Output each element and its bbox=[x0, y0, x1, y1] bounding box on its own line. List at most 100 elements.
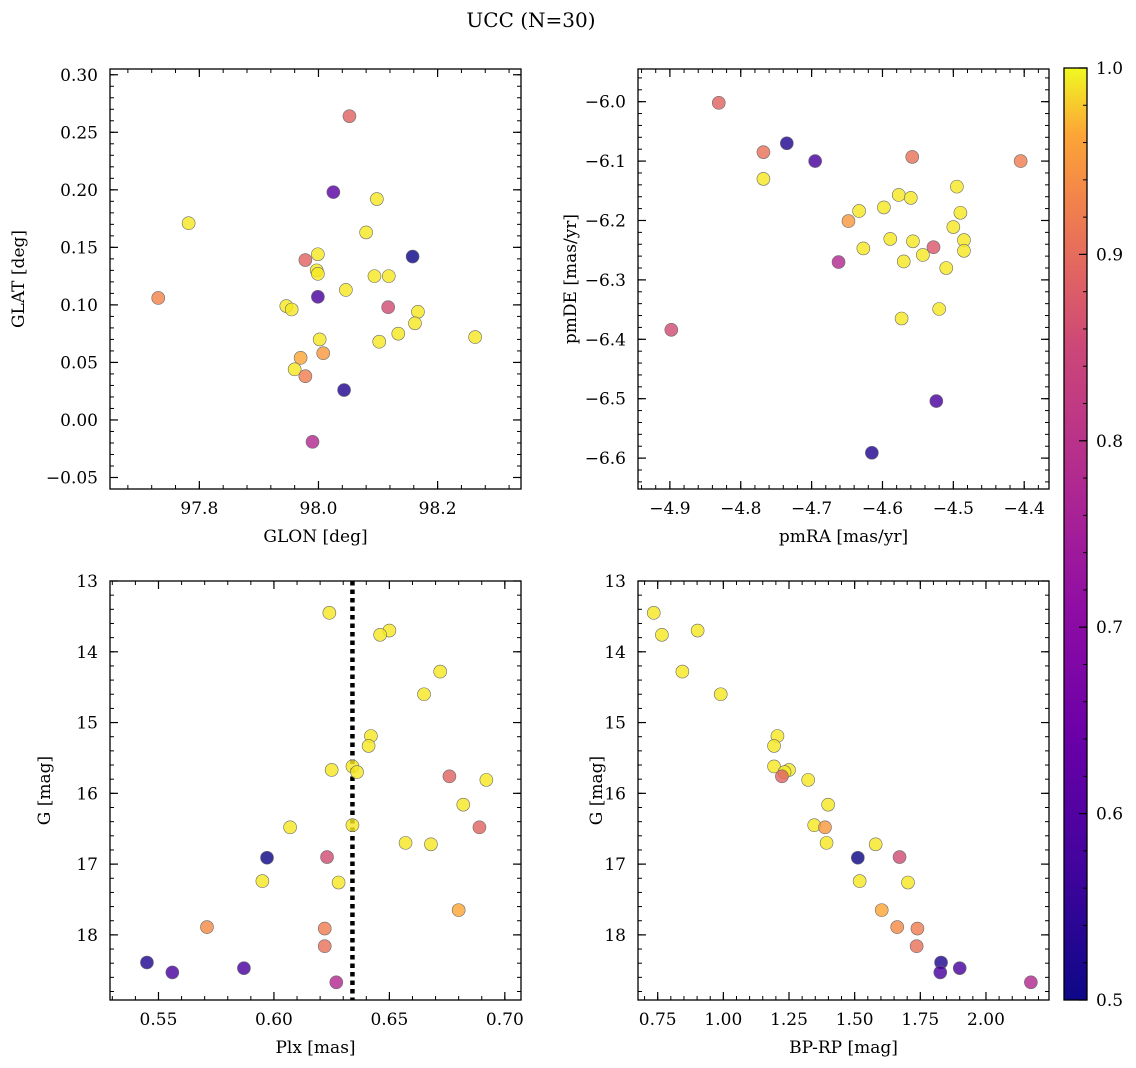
y-axis-label: G [mag] bbox=[35, 756, 55, 825]
axes-frame bbox=[109, 580, 522, 1001]
scatter-point bbox=[675, 664, 690, 679]
scatter-point bbox=[904, 191, 918, 205]
y-tick-label: 13 bbox=[76, 572, 98, 592]
y-axis-label: GLAT [deg] bbox=[9, 230, 29, 328]
scatter-point bbox=[851, 850, 865, 865]
scatter-point bbox=[664, 322, 679, 337]
scatter-point bbox=[1013, 154, 1028, 168]
scatter-point bbox=[391, 326, 406, 341]
scatter-point bbox=[821, 797, 835, 812]
y-tick-label: 0.30 bbox=[60, 66, 98, 86]
x-axis-label: Plx [mas] bbox=[275, 1038, 355, 1058]
y-tick-label: 0.10 bbox=[60, 296, 98, 316]
x-tick-label: 1.00 bbox=[704, 1010, 742, 1030]
scatter-point bbox=[140, 955, 154, 970]
x-tick-label: 0.75 bbox=[639, 1010, 677, 1030]
x-tick-label: 0.60 bbox=[255, 1010, 293, 1030]
scatter-point bbox=[284, 302, 299, 317]
scatter-point bbox=[646, 606, 661, 620]
scatter-point bbox=[468, 330, 482, 344]
scatter-point bbox=[841, 214, 856, 228]
x-tick-label: −4.6 bbox=[862, 499, 903, 519]
y-tick-label: 15 bbox=[604, 714, 626, 734]
y-tick-label: 14 bbox=[604, 643, 626, 663]
y-tick-label: 18 bbox=[76, 926, 98, 946]
scatter-point bbox=[957, 243, 971, 258]
scatter-point bbox=[901, 875, 915, 890]
y-tick-label: −6.3 bbox=[585, 271, 626, 291]
scatter-point bbox=[322, 606, 337, 620]
y-tick-label: 0.20 bbox=[60, 181, 98, 201]
y-tick-label: −0.05 bbox=[46, 468, 98, 488]
scatter-point bbox=[372, 334, 387, 349]
y-tick-label: 17 bbox=[604, 855, 626, 875]
colorbar: 0.5 0.6 0.7 0.8 0.9 1.0 bbox=[1063, 59, 1123, 1011]
scatter-point bbox=[316, 346, 331, 361]
scatter-points bbox=[140, 606, 494, 990]
colorbar-tick-label: 0.6 bbox=[1096, 805, 1123, 825]
scatter-point bbox=[818, 820, 832, 835]
scatter-points bbox=[151, 109, 482, 449]
scatter-point bbox=[883, 232, 898, 246]
scatter-point bbox=[345, 818, 360, 832]
axis-ticks: −4.9 −4.8 −4.7 −4.6 −4.5 −4.4 −6.6 −6.5 −6.4 −6.3… bbox=[585, 69, 1049, 519]
x-tick-label: 0.65 bbox=[370, 1010, 408, 1030]
y-tick-label: 16 bbox=[604, 784, 626, 804]
x-tick-label: −4.4 bbox=[1004, 499, 1045, 519]
colorbar-gradient bbox=[1064, 68, 1087, 1000]
scatter-point bbox=[1024, 975, 1038, 990]
scatter-point bbox=[424, 837, 438, 852]
scatter-point bbox=[852, 204, 866, 218]
scatter-point bbox=[370, 192, 384, 206]
scatter-point bbox=[433, 664, 447, 679]
x-tick-label: 97.8 bbox=[180, 499, 218, 519]
scatter-point bbox=[952, 961, 967, 975]
scatter-point bbox=[411, 304, 425, 319]
scatter-point bbox=[451, 903, 466, 917]
scatter-point bbox=[852, 874, 867, 888]
scatter-point bbox=[255, 874, 270, 888]
y-tick-label: −6.4 bbox=[585, 330, 626, 350]
x-tick-label: 1.75 bbox=[901, 1010, 939, 1030]
scatter-point bbox=[329, 975, 344, 990]
scatter-point bbox=[305, 435, 320, 449]
scatter-point bbox=[398, 836, 413, 850]
scatter-point bbox=[894, 311, 909, 326]
scatter-point bbox=[868, 837, 883, 852]
scatter-point bbox=[311, 247, 325, 262]
y-tick-label: −6.6 bbox=[585, 449, 626, 469]
x-axis-label: pmRA [mas/yr] bbox=[779, 527, 908, 547]
x-tick-label: 0.55 bbox=[140, 1010, 178, 1030]
y-tick-label: −6.5 bbox=[585, 390, 626, 410]
scatter-point bbox=[260, 850, 274, 865]
y-tick-label: 18 bbox=[604, 926, 626, 946]
x-axis-label: GLON [deg] bbox=[263, 527, 367, 547]
scatter-point bbox=[906, 234, 920, 249]
y-tick-label: −6.2 bbox=[585, 211, 626, 231]
panel-glon-glat: 97.8 98.0 98.2 −0.05 0.00 0.05 0.10 0.15 0.20 0.2… bbox=[9, 66, 522, 547]
x-tick-label: 0.70 bbox=[486, 1010, 524, 1030]
y-tick-label: 0.00 bbox=[60, 411, 98, 431]
colorbar-tick-label: 0.7 bbox=[1096, 618, 1123, 638]
colorbar-tick-label: 1.0 bbox=[1096, 59, 1123, 79]
scatter-point bbox=[926, 240, 941, 255]
scatter-point bbox=[690, 623, 705, 638]
panel-cmd: 0.75 1.00 1.25 1.50 1.75 2.00 13 14 15 16 17 18 BP-R… bbox=[587, 572, 1050, 1058]
scatter-point bbox=[711, 96, 726, 110]
scatter-point bbox=[237, 961, 251, 975]
scatter-point bbox=[713, 687, 728, 702]
scatter-point bbox=[359, 225, 373, 240]
scatter-point bbox=[324, 763, 339, 777]
scatter-point bbox=[350, 765, 364, 779]
scatter-point bbox=[946, 220, 961, 234]
y-tick-label: −6.0 bbox=[585, 93, 626, 113]
scatter-point bbox=[367, 269, 382, 283]
scatter-point bbox=[756, 145, 771, 159]
panel-plx-g: 0.55 0.60 0.65 0.70 13 14 15 16 17 18 Plx [mas] G [… bbox=[35, 572, 524, 1058]
scatter-point bbox=[874, 903, 889, 917]
colorbar-tick-label: 0.9 bbox=[1096, 245, 1123, 265]
scatter-point bbox=[756, 172, 771, 186]
colorbar-tick-label: 0.5 bbox=[1096, 991, 1123, 1011]
scatter-point bbox=[320, 850, 334, 864]
scatter-point bbox=[361, 739, 376, 753]
